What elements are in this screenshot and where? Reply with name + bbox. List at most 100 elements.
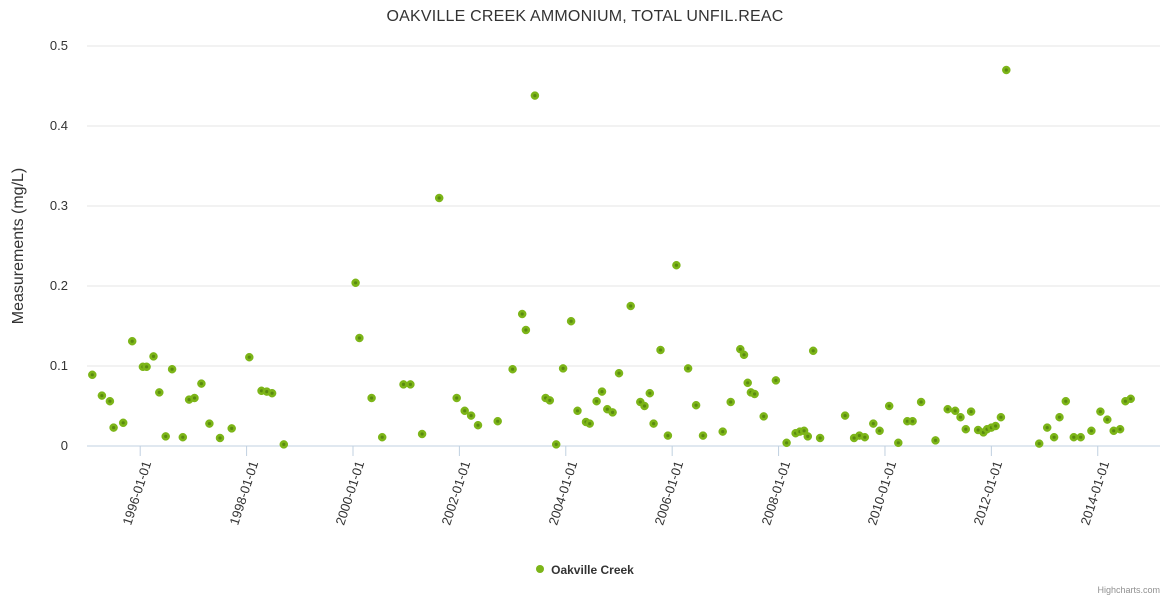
scatter-point-core	[896, 441, 900, 445]
legend-marker-icon	[536, 564, 545, 573]
scatter-point-core	[946, 407, 950, 411]
scatter-point-core	[354, 281, 358, 285]
grid-lines	[87, 45, 1160, 447]
scatter-point-core	[753, 392, 757, 396]
scatter-point-core	[157, 390, 161, 394]
scatter-point-core	[145, 365, 149, 369]
scatter-point-core	[964, 427, 968, 431]
scatter-point-core	[746, 381, 750, 385]
scatter-point-core	[370, 396, 374, 400]
scatter-point-core	[575, 409, 580, 413]
scatter-point-core	[455, 396, 459, 400]
scatter-point-core	[1045, 426, 1049, 430]
scatter-point-core	[437, 196, 441, 200]
scatter-point-core	[976, 428, 980, 432]
chart-title: OAKVILLE CREEK AMMONIUM, TOTAL UNFIL.REA…	[386, 8, 784, 25]
scatter-point-core	[170, 367, 174, 371]
scatter-point-core	[999, 415, 1003, 419]
scatter-point-core	[674, 263, 679, 267]
scatter-point-core	[642, 404, 647, 408]
scatter-point-core	[270, 391, 274, 395]
scatter-point-core	[878, 429, 882, 433]
scatter-point-core	[247, 355, 251, 359]
scatter-point-core	[1064, 399, 1068, 403]
scatter-point-core	[686, 366, 690, 370]
scatter-point-core	[843, 414, 847, 418]
scatter-point-core	[802, 429, 806, 433]
scatter-point-core	[958, 415, 963, 419]
scatter-point-core	[905, 419, 909, 423]
scatter-point-core	[569, 319, 573, 323]
scatter-point-core	[1037, 442, 1041, 446]
scatter-point-core	[164, 434, 168, 438]
scatter-point-core	[90, 373, 94, 377]
scatter-point-core	[259, 389, 264, 393]
scatter-point-core	[933, 438, 938, 442]
scatter-point-core	[871, 422, 875, 426]
y-axis-tick-label: 0	[60, 438, 68, 453]
scatter-point-core	[994, 424, 998, 428]
scatter-point-core	[380, 435, 384, 439]
scatter-point-core	[852, 436, 856, 440]
scatter-point-core	[476, 423, 480, 427]
y-axis-tick-label: 0.4	[49, 118, 68, 133]
scatter-point-core	[554, 442, 558, 446]
scatter-point-core	[648, 391, 652, 395]
scatter-point-core	[742, 353, 746, 357]
scatter-point-core	[652, 422, 656, 426]
scatter-point-core	[658, 348, 663, 352]
scatter-point-core	[112, 426, 116, 430]
scatter-point-core	[420, 432, 424, 436]
scatter-point-core	[617, 371, 621, 375]
scatter-point-core	[595, 399, 599, 403]
scatter-point-core	[218, 436, 222, 440]
scatter-point-core	[510, 367, 515, 371]
y-axis-tick-label: 0.2	[49, 278, 68, 293]
scatter-point-core	[887, 404, 891, 408]
scatter-point-core	[1129, 397, 1133, 401]
scatter-point-core	[524, 328, 528, 332]
scatter-point-core	[469, 414, 473, 418]
scatter-point-core	[806, 434, 810, 438]
scatter-point-core	[666, 434, 670, 438]
scatter-point-core	[496, 419, 500, 423]
scatter-point-core	[192, 396, 197, 400]
scatter-point-core	[738, 347, 742, 351]
scatter-point-core	[265, 390, 269, 394]
highcharts-credits[interactable]: Highcharts.com	[1097, 585, 1160, 595]
scatter-point-core	[588, 422, 592, 426]
chart-legend[interactable]: Oakville Creek	[0, 562, 1170, 577]
scatter-point-core	[181, 435, 185, 439]
scatter-point-core	[463, 409, 467, 413]
scatter-point-core	[969, 410, 973, 414]
scatter-point-core	[1079, 435, 1083, 439]
scatter-point-core	[408, 382, 412, 386]
scatter-point-core	[282, 442, 286, 446]
scatter-point-core	[121, 421, 125, 425]
y-axis-tick-label: 0.5	[49, 38, 68, 53]
scatter-point-core	[100, 394, 104, 398]
y-axis-tick-label: 0.3	[49, 198, 68, 213]
scatter-point-core	[953, 409, 957, 413]
scatter-point-core	[401, 382, 406, 386]
scatter-point-core	[548, 398, 552, 402]
scatter-points-group	[88, 65, 1135, 449]
scatter-point-core	[1052, 435, 1056, 439]
scatter-point-core	[629, 304, 633, 308]
scatter-point-core	[1004, 68, 1008, 72]
scatter-point-core	[108, 399, 112, 403]
scatter-point-core	[230, 426, 234, 430]
scatter-point-core	[130, 339, 134, 343]
scatter-point-core	[857, 434, 862, 438]
scatter-point-core	[729, 400, 733, 404]
y-axis-tick-label: 0.1	[49, 358, 68, 373]
scatter-point-core	[1118, 427, 1122, 431]
scatter-point-core	[199, 382, 203, 386]
legend-item-label: Oakville Creek	[551, 562, 634, 577]
scatter-point-core	[207, 422, 211, 426]
scatter-point-core	[694, 403, 698, 407]
scatter-point-core	[561, 366, 565, 370]
scatter-point-core	[151, 354, 156, 358]
